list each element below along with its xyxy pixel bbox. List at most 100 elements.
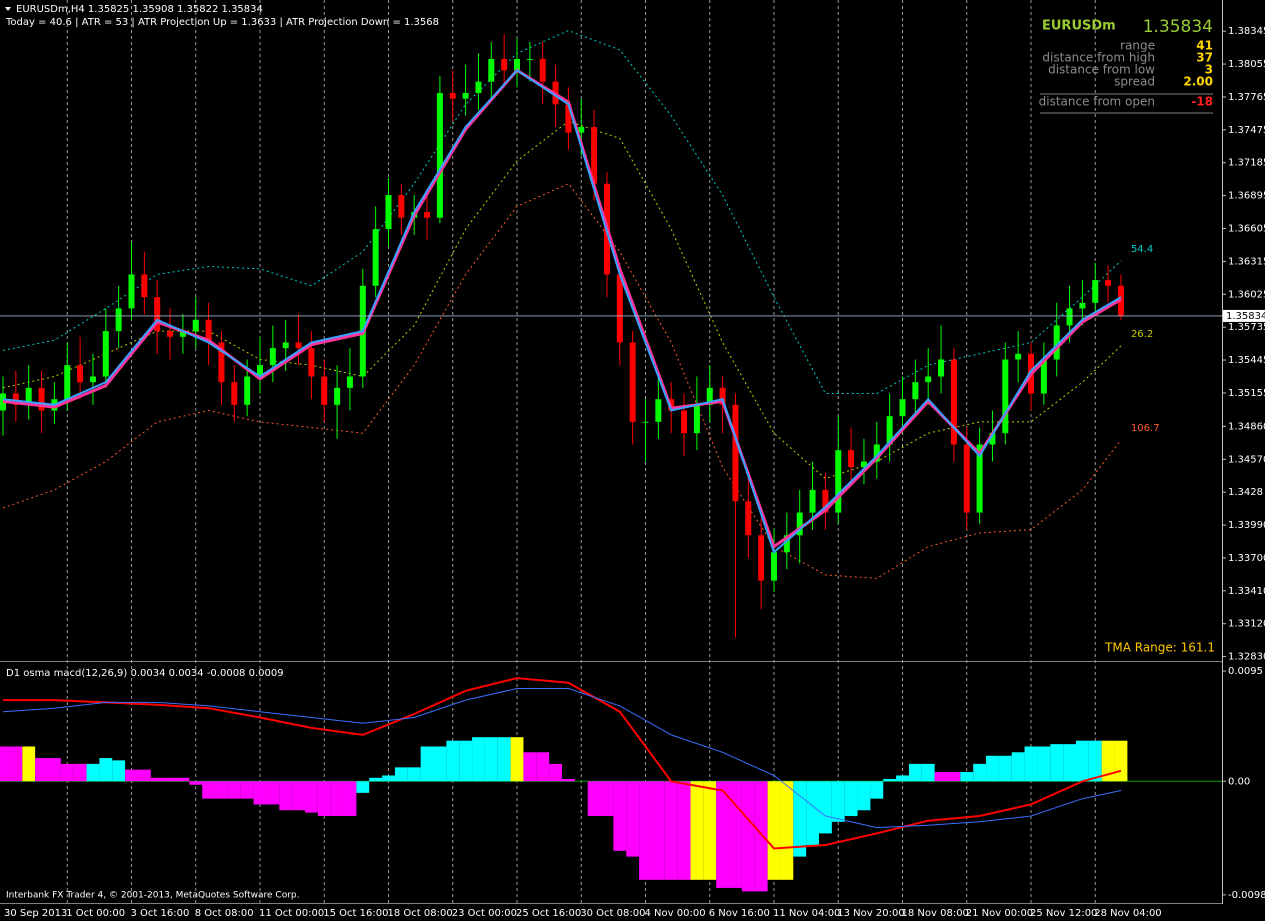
- candle-body: [938, 359, 945, 377]
- candle-body: [64, 365, 71, 400]
- candle-body: [12, 393, 19, 405]
- histogram-bar: [754, 781, 768, 892]
- histogram-bar: [921, 763, 935, 782]
- histogram-bar: [472, 737, 485, 782]
- candle-body: [706, 387, 713, 405]
- candle-body: [514, 58, 520, 71]
- histogram-bar: [626, 781, 640, 857]
- histogram-bar: [549, 763, 562, 782]
- candle-body: [102, 331, 109, 377]
- histogram-bar: [793, 781, 807, 857]
- histogram-bar: [947, 771, 961, 782]
- y-tick-label: 1.35735: [1228, 322, 1265, 333]
- y-tick-label: 1.37185: [1228, 158, 1265, 169]
- candle-body: [693, 404, 700, 434]
- histogram-bar: [998, 755, 1012, 782]
- candle-body: [758, 535, 765, 581]
- candle-body: [1105, 280, 1112, 286]
- histogram-bar: [703, 781, 717, 880]
- candle-body: [578, 127, 585, 133]
- candle-body: [835, 450, 842, 513]
- histogram-bar: [305, 781, 318, 813]
- histogram-bar: [741, 781, 755, 892]
- histogram-bar: [587, 781, 601, 817]
- annotation: TMA Range: 161.1: [1104, 641, 1215, 655]
- candle-body: [899, 399, 906, 417]
- histogram-bar: [446, 740, 460, 782]
- info-value: 41: [1196, 39, 1213, 53]
- histogram-bar: [356, 781, 370, 793]
- chart-title: EURUSDm,H4 1.35825 1.35908 1.35822 1.358…: [16, 4, 263, 15]
- candle-body: [771, 552, 777, 581]
- y-tick-label: 1.33990: [1228, 520, 1265, 531]
- candle-body: [231, 382, 238, 405]
- x-tick-label: 30 Sep 2013: [4, 908, 67, 919]
- candle-body: [809, 489, 816, 513]
- band-label: 106.7: [1131, 423, 1160, 434]
- histogram-bar: [690, 781, 704, 880]
- candle-body: [732, 404, 739, 502]
- histogram-bar: [986, 755, 999, 782]
- info-label: range: [1120, 39, 1155, 53]
- y-tick-label: 1.36605: [1228, 224, 1265, 235]
- histogram-bar: [613, 781, 627, 851]
- candle-body: [681, 410, 688, 434]
- histogram-bar: [536, 752, 550, 782]
- histogram-bar: [330, 781, 344, 817]
- candle-body: [886, 416, 893, 445]
- x-tick-label: 11 Oct 00:00: [259, 908, 324, 919]
- candle-body: [475, 81, 482, 93]
- candle-body: [308, 348, 315, 377]
- histogram-bar: [279, 781, 293, 811]
- histogram-bar: [664, 781, 678, 880]
- x-tick-label: 28 Nov 04:00: [1094, 908, 1161, 919]
- x-tick-label: 18 Oct 08:00: [388, 908, 453, 919]
- x-tick-label: 11 Nov 04:00: [773, 908, 840, 919]
- histogram-bar: [459, 740, 473, 782]
- candle-body: [1040, 359, 1047, 394]
- histogram-bar: [844, 781, 858, 817]
- candle-body: [372, 229, 379, 286]
- histogram-bar: [407, 767, 421, 782]
- candle-body: [334, 387, 341, 405]
- info-value: 3: [1205, 63, 1213, 77]
- histogram-bar: [677, 781, 691, 880]
- histogram-bar: [908, 763, 922, 782]
- candle-body: [1092, 280, 1099, 303]
- candle-body: [1053, 325, 1060, 360]
- candle-body: [565, 104, 572, 133]
- menu-arrow: [5, 7, 11, 11]
- indicator-line: [3, 677, 1122, 850]
- candle-body: [244, 376, 251, 405]
- histogram-bar: [973, 763, 987, 782]
- histogram-bar: [253, 781, 267, 805]
- histogram-bar: [369, 777, 383, 782]
- current-price-box: [1223, 309, 1265, 322]
- candle-body: [1015, 353, 1022, 360]
- y-tick-label: 1.36315: [1228, 256, 1265, 267]
- candle-body: [128, 274, 135, 309]
- histogram-bar: [343, 781, 357, 817]
- histogram-bar: [163, 777, 177, 782]
- candle-body: [25, 387, 32, 405]
- histogram-bar: [562, 778, 575, 782]
- histogram-bar: [35, 758, 48, 782]
- histogram-bar: [266, 781, 280, 805]
- candle-body: [424, 212, 431, 218]
- y-tick-label: 1.34570: [1228, 454, 1265, 465]
- candle-body: [295, 342, 302, 349]
- candle-body: [38, 387, 45, 411]
- y-tick-label: 1.38345: [1228, 26, 1265, 37]
- y-tick-label: -0.0098: [1228, 890, 1265, 901]
- y-tick-label: 1.3428: [1228, 487, 1263, 498]
- candle-body: [141, 274, 148, 298]
- candle-body: [501, 58, 508, 71]
- histogram-bar: [857, 781, 871, 811]
- histogram-bar: [292, 781, 305, 811]
- current-price-label: 1.35834: [1226, 311, 1265, 322]
- histogram-bar: [729, 781, 742, 888]
- histogram-bar: [420, 746, 434, 782]
- y-tick-label: 1.36025: [1228, 289, 1265, 300]
